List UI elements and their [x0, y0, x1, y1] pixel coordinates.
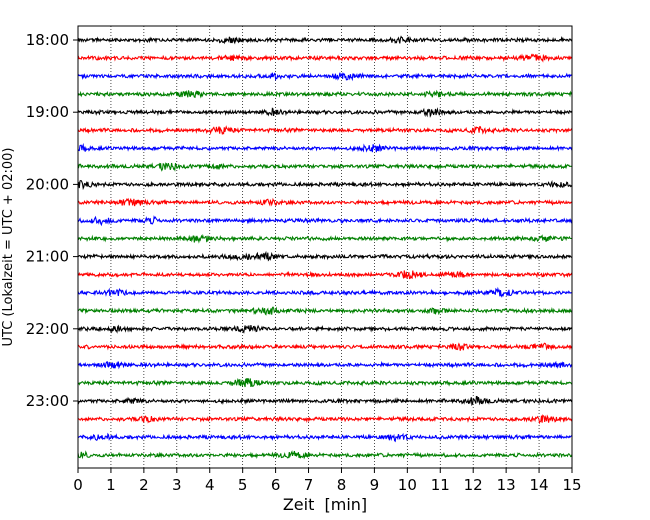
trace-1930: [77, 142, 573, 153]
x-axis-label: Zeit [min]: [283, 495, 367, 514]
trace-1800: [77, 35, 573, 45]
trace-1945: [77, 162, 573, 172]
y-axis-label: UTC (Lokalzeit = UTC + 02:00): [1, 148, 16, 347]
trace-1815: [77, 53, 573, 63]
x-tick-label: 10: [398, 476, 417, 494]
trace-2045: [77, 233, 573, 244]
trace-2100: [77, 250, 573, 262]
y-tick-label: 23:00: [26, 392, 69, 410]
trace-2000: [77, 179, 573, 191]
trace-2245: [77, 377, 573, 388]
trace-2215: [77, 342, 573, 351]
x-tick-label: 14: [530, 476, 549, 494]
y-axis: 18:00 19:00 20:00 21:00 22:00 23:00: [26, 31, 78, 410]
x-tick-label: 0: [73, 476, 83, 494]
x-tick-label: 2: [139, 476, 149, 494]
trace-2300: [77, 395, 573, 407]
trace-1830: [77, 72, 573, 82]
x-tick-label: 6: [271, 476, 281, 494]
trace-2015: [77, 197, 573, 207]
plot-frame: [77, 25, 573, 469]
x-tick-label: 1: [106, 476, 116, 494]
x-axis: 0 1 2 3 4 5 6 7 8 9 10 11 12 13 14 15: [73, 468, 582, 494]
x-tick-label: 12: [464, 476, 483, 494]
trace-2315: [77, 414, 573, 425]
x-tick-label: 8: [337, 476, 347, 494]
trace-1900: [77, 107, 573, 118]
plot-background: [78, 26, 572, 468]
trace-2330: [77, 432, 573, 443]
x-tick-label: 13: [497, 476, 516, 494]
trace-2130: [77, 286, 573, 298]
y-tick-label: 19:00: [26, 103, 69, 121]
x-tick-label: 11: [431, 476, 450, 494]
seismic-traces: [77, 35, 573, 460]
y-tick-label: 18:00: [26, 31, 69, 49]
trace-2145: [77, 306, 573, 316]
y-tick-label: 22:00: [26, 320, 69, 338]
y-tick-label: 21:00: [26, 248, 69, 266]
x-tick-label: 7: [304, 476, 314, 494]
y-tick-label: 20:00: [26, 175, 69, 193]
trace-2030: [77, 215, 573, 227]
trace-1915: [77, 125, 573, 136]
trace-2200: [77, 324, 573, 334]
x-tick-label: 4: [205, 476, 215, 494]
trace-2230: [77, 360, 573, 370]
x-tick-label: 5: [238, 476, 248, 494]
trace-2115: [77, 270, 573, 280]
trace-1845: [77, 89, 573, 99]
x-tick-label: 15: [562, 476, 581, 494]
trace-2345: [77, 450, 573, 460]
x-tick-label: 9: [370, 476, 380, 494]
x-tick-label: 3: [172, 476, 182, 494]
